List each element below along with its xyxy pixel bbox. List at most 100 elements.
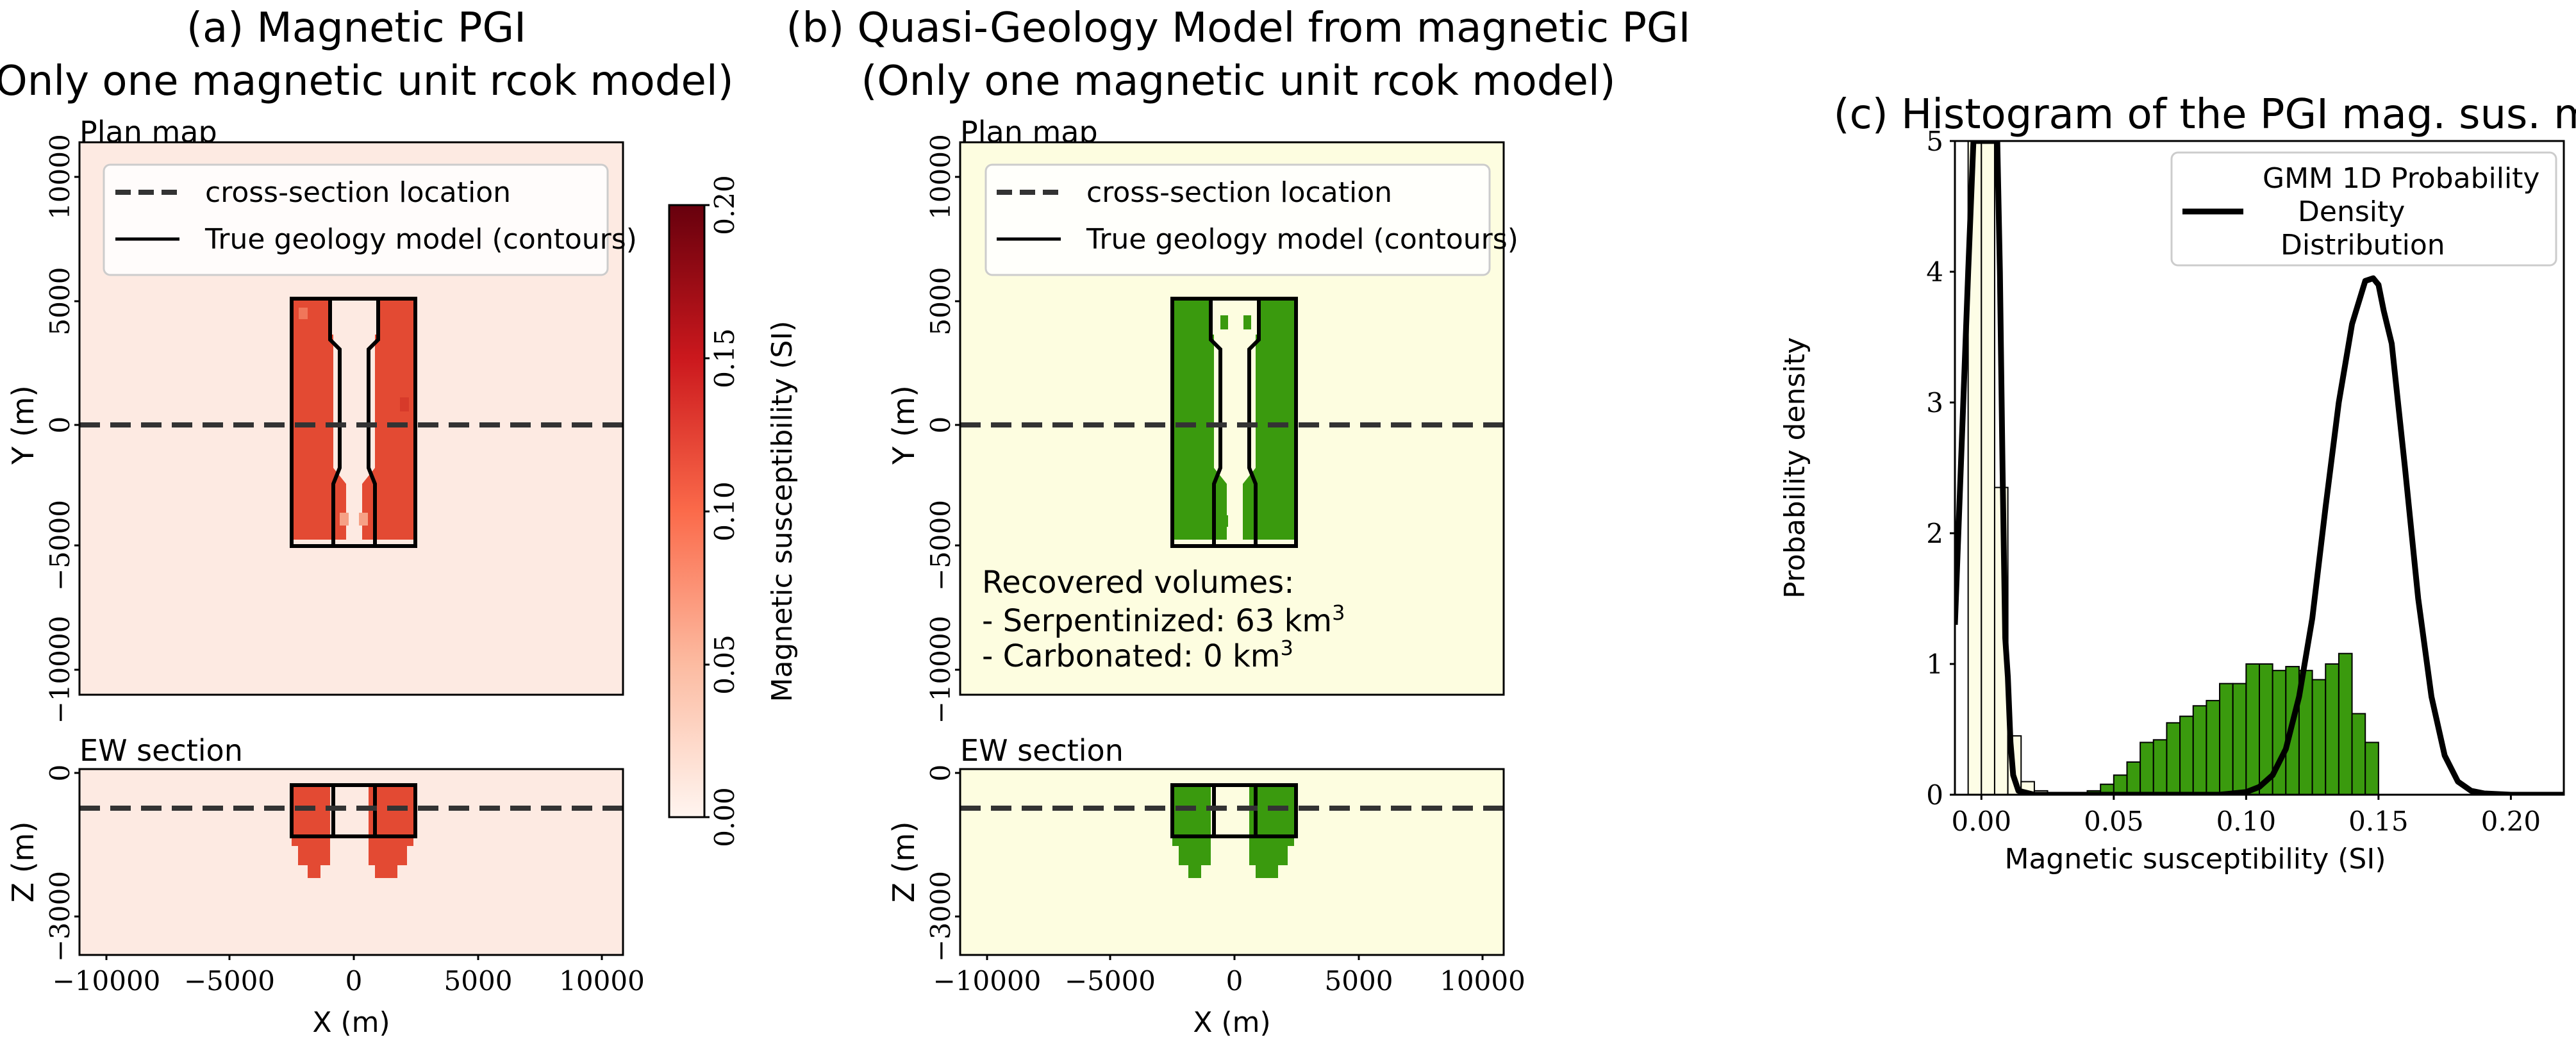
histogram-bar xyxy=(2206,700,2221,795)
xtick-label: 0 xyxy=(345,965,363,997)
colorbar-label: Magnetic susceptibility (SI) xyxy=(766,321,799,702)
panel-b-plan-ylabel: Y (m) xyxy=(886,385,921,465)
legend-true-geology: True geology model (contours) xyxy=(1086,223,1518,256)
histogram-bar xyxy=(2126,761,2141,795)
section-ytick-label: −3000 xyxy=(44,871,76,962)
legend-true-geology: True geology model (contours) xyxy=(204,223,637,256)
panel-c-title: (c) Histogram of the PGI mag. sus. model xyxy=(1834,91,2576,138)
annotation-serpentinized: - Serpentinized: 63 km xyxy=(982,603,1332,639)
histogram-bar xyxy=(2351,713,2366,795)
annotation-line1: Recovered volumes: xyxy=(982,565,1294,601)
histogram-bar xyxy=(2311,679,2327,795)
xtick-label: 10000 xyxy=(1440,965,1525,997)
plan-ytick-label: −10000 xyxy=(925,616,956,724)
legend-gmm-line3: Distribution xyxy=(2281,229,2445,261)
plan-ytick-label: 10000 xyxy=(44,134,76,220)
annotation-carbonated: - Carbonated: 0 km xyxy=(982,638,1281,674)
panel-c-xlabel: Magnetic susceptibility (SI) xyxy=(2005,843,2386,875)
panel-a-plan-ylabel: Y (m) xyxy=(6,385,40,465)
panel-a-plan-contours xyxy=(290,297,417,548)
xtick-label: 0.15 xyxy=(2348,806,2409,837)
panel-a-plan-yticks: −10000 −5000 0 5000 10000 xyxy=(44,134,79,724)
histogram-bars xyxy=(1967,141,2379,795)
panel-b-legend: cross-section location True geology mode… xyxy=(985,163,1518,276)
panel-b-title-line2: (Only one magnetic unit rcok model) xyxy=(861,58,1615,105)
xtick-label: −5000 xyxy=(1065,965,1156,997)
panel-c-xticks: 0.00 0.05 0.10 0.15 0.20 xyxy=(1952,795,2541,837)
xtick-label: −10000 xyxy=(53,965,161,997)
panel-b-section-ylabel: Z (m) xyxy=(886,822,921,903)
panel-a-xticks: −10000 −5000 0 5000 10000 xyxy=(53,955,645,997)
xtick-label: 5000 xyxy=(444,965,513,997)
xtick-label: 0.20 xyxy=(2481,806,2541,837)
xtick-label: 10000 xyxy=(559,965,645,997)
xtick-label: 0 xyxy=(1226,965,1243,997)
plan-ytick-label: 5000 xyxy=(925,267,956,336)
panel-c-ylabel: Probability density xyxy=(1779,337,1811,599)
panel-a-xlabel: X (m) xyxy=(312,1006,390,1039)
ytick-label: 4 xyxy=(1926,256,1943,288)
legend-gmm-line2: Density xyxy=(2298,195,2405,228)
panel-b: (b) Quasi-Geology Model from magnetic PG… xyxy=(786,4,1691,1039)
ytick-label: 3 xyxy=(1926,387,1943,419)
panel-a-section-yticks: 0 −3000 xyxy=(44,765,79,962)
colorbar-tick-label: 0.00 xyxy=(709,787,740,847)
colorbar-tick-label: 0.10 xyxy=(709,481,740,542)
xtick-label: −10000 xyxy=(933,965,1042,997)
histogram-bar xyxy=(2325,663,2339,795)
panel-a-section-label: EW section xyxy=(79,733,243,768)
legend-gmm-line1: GMM 1D Probability xyxy=(2263,162,2539,195)
panel-b-section-background xyxy=(960,769,1504,955)
histogram-bar xyxy=(2338,652,2353,795)
ytick-label: 5 xyxy=(1926,126,1943,157)
xtick-label: 5000 xyxy=(1325,965,1393,997)
panel-a-title-line2: (Only one magnetic unit rcok model) xyxy=(0,58,734,105)
panel-b-annotation: Recovered volumes: - Serpentinized: 63 k… xyxy=(982,565,1345,674)
histogram-bar xyxy=(2364,742,2379,795)
colorbar-tick-label: 0.15 xyxy=(709,328,740,388)
annotation-serpentinized-unit-exponent: 3 xyxy=(1332,601,1345,625)
plan-ytick-label: −5000 xyxy=(925,500,956,591)
histogram-bar xyxy=(2166,722,2181,795)
panel-b-xticks: −10000 −5000 0 5000 10000 xyxy=(933,955,1525,997)
plan-ytick-label: −5000 xyxy=(44,500,76,591)
plan-ytick-label: 0 xyxy=(44,417,76,434)
panel-b-section-frame xyxy=(959,768,1505,956)
panel-a-section-background xyxy=(79,769,623,955)
plan-ytick-label: 5000 xyxy=(44,267,76,336)
section-ytick-label: 0 xyxy=(925,765,956,782)
histogram-bar xyxy=(2232,683,2247,795)
legend-cross-section: cross-section location xyxy=(205,176,511,209)
histogram-bar xyxy=(2179,715,2194,795)
panel-a-section-frame xyxy=(78,768,624,956)
xtick-label: 0.00 xyxy=(1952,806,2012,837)
colorbar-tick-label: 0.20 xyxy=(709,175,740,235)
panel-a-legend: cross-section location True geology mode… xyxy=(103,163,637,276)
colorbar-gradient xyxy=(668,204,706,818)
panel-a-plan-bodies xyxy=(292,299,415,540)
plan-ytick-label: 10000 xyxy=(925,134,956,220)
annotation-line2: - Serpentinized: 63 km3 xyxy=(982,601,1345,639)
gmm-curve xyxy=(1955,141,2564,795)
plan-ytick-label: 0 xyxy=(925,417,956,434)
histogram-bar xyxy=(2152,739,2168,795)
panel-b-section-yticks: 0 −3000 xyxy=(925,765,960,962)
panel-b-xlabel: X (m) xyxy=(1193,1006,1270,1039)
panel-a-section-ylabel: Z (m) xyxy=(6,822,40,903)
xtick-label: 0.10 xyxy=(2216,806,2277,837)
histogram-bar xyxy=(2192,705,2207,795)
ytick-label: 1 xyxy=(1926,649,1943,680)
panel-a-title-line1: (a) Magnetic PGI xyxy=(187,4,526,52)
panel-a: (a) Magnetic PGI (Only one magnetic unit… xyxy=(0,4,799,1039)
plan-ytick-label: −10000 xyxy=(44,616,76,724)
legend-cross-section: cross-section location xyxy=(1086,176,1392,209)
histogram-bar xyxy=(2219,683,2234,795)
section-ytick-label: −3000 xyxy=(925,871,956,962)
xtick-label: −5000 xyxy=(184,965,275,997)
annotation-line3: - Carbonated: 0 km3 xyxy=(982,636,1293,674)
panel-b-section-label: EW section xyxy=(960,733,1124,768)
panel-c-frame xyxy=(1954,140,2565,796)
panel-b-plan-yticks: −10000 −5000 0 5000 10000 xyxy=(925,134,960,724)
panel-a-plan-frame xyxy=(78,141,624,696)
